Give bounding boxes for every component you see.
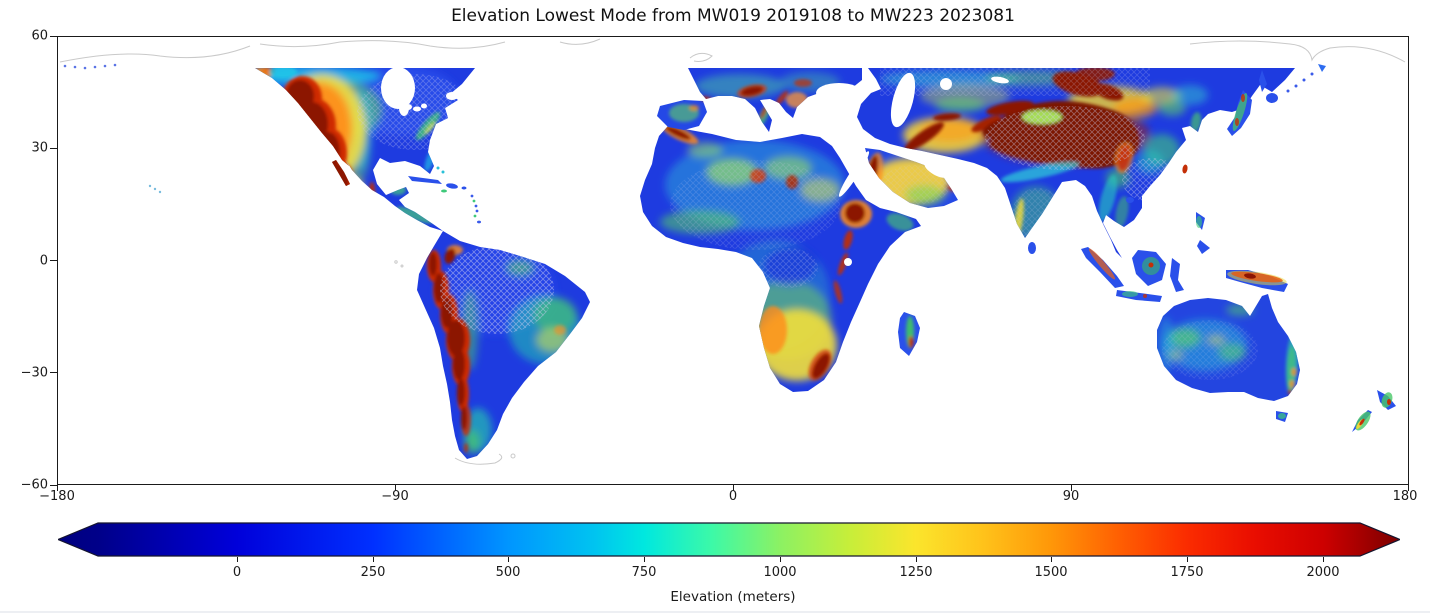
colorbar-tick-label: 1750 — [1170, 565, 1204, 580]
no-data-coastlines — [59, 38, 1406, 465]
colorbar-tick-label: 2000 — [1306, 565, 1340, 580]
continent-south-america — [417, 231, 590, 459]
colorbar-tick-mark — [780, 557, 781, 562]
colorbar-tick-label: 1000 — [763, 565, 797, 580]
colorbar-tick-mark — [373, 557, 374, 562]
y-tick-label: −60 — [20, 477, 48, 493]
x-tick-mark — [1071, 485, 1072, 491]
x-tick-label: −180 — [39, 489, 75, 504]
colorbar-tick-label: 1250 — [899, 565, 933, 580]
colorbar-tick-mark — [237, 557, 238, 562]
colorbar-tick-label: 250 — [360, 565, 386, 580]
colorbar-tick-mark — [1051, 557, 1052, 562]
x-tick-label: 0 — [728, 489, 738, 504]
colorbar-gradient — [58, 522, 1400, 557]
colorbar-tick-label: 0 — [232, 565, 242, 580]
continent-australia — [1157, 294, 1300, 401]
y-tick-label: 0 — [39, 253, 48, 268]
y-tick-mark — [50, 147, 57, 149]
continent-asia — [857, 68, 1295, 258]
y-tick-mark — [50, 484, 57, 486]
plot-frame — [57, 36, 1409, 485]
world-elevation-map — [59, 38, 1406, 465]
y-tick-mark — [50, 260, 57, 261]
x-tick-mark — [57, 485, 58, 491]
chart-title: Elevation Lowest Mode from MW019 2019108… — [451, 6, 1015, 26]
colorbar-tick-label: 750 — [631, 565, 657, 580]
y-tick-label: −30 — [20, 365, 48, 381]
x-tick-mark — [1408, 485, 1409, 491]
colorbar — [58, 522, 1400, 557]
x-tick-label: 90 — [1062, 489, 1080, 504]
colorbar-tick-mark — [644, 557, 645, 562]
inland-seas — [381, 67, 1009, 266]
bottom-divider — [0, 611, 1430, 613]
islands — [63, 63, 1396, 432]
colorbar-tick-mark — [1187, 557, 1188, 562]
colorbar-label: Elevation (meters) — [670, 589, 796, 605]
x-tick-label: −90 — [381, 489, 409, 504]
y-tick-mark — [50, 372, 57, 374]
y-tick-label: 60 — [31, 28, 48, 44]
y-tick-mark — [50, 35, 57, 37]
y-tick-label: 30 — [31, 140, 48, 156]
colorbar-tick-label: 500 — [495, 565, 521, 580]
x-tick-label: 180 — [1392, 489, 1418, 504]
colorbar-tick-mark — [508, 557, 509, 562]
colorbar-tick-label: 1500 — [1034, 565, 1068, 580]
x-tick-mark — [395, 485, 396, 491]
x-tick-mark — [733, 485, 734, 491]
colorbar-tick-mark — [916, 557, 917, 562]
colorbar-tick-mark — [1323, 557, 1324, 562]
